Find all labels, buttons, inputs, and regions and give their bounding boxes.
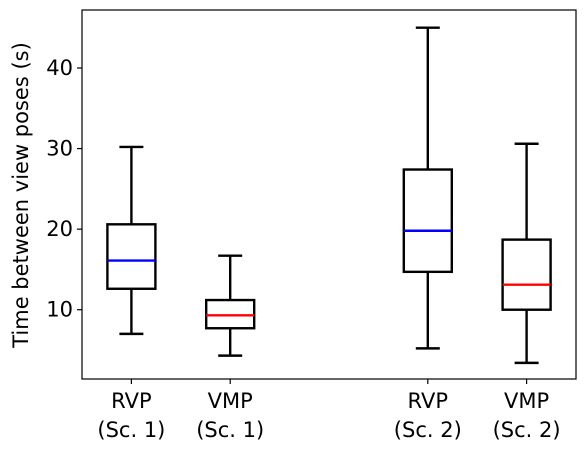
x-axis: RVP (Sc. 1) VMP (Sc. 1) RVP (Sc. 2) VMP (Sc. 2)	[97, 379, 561, 442]
x-tick-label-line1: VMP	[504, 389, 549, 413]
x-tick-label-line2: (Sc. 2)	[493, 418, 561, 442]
y-axis-label: Time between view poses (s)	[9, 42, 33, 349]
iqr-box	[402, 168, 453, 274]
plot-background	[82, 10, 576, 379]
y-tick-label: 40	[46, 56, 73, 80]
y-axis: 10 20 30 40	[46, 56, 82, 322]
x-tick-label-line1: RVP	[408, 389, 448, 413]
x-tick-label-line2: (Sc. 1)	[196, 418, 264, 442]
x-tick-label-line1: RVP	[111, 389, 151, 413]
boxes-layer	[106, 26, 552, 365]
box-1	[204, 254, 256, 357]
iqr-box	[106, 223, 157, 290]
iqr-box	[204, 298, 256, 330]
box-2	[402, 26, 453, 350]
x-tick-label-line1: VMP	[208, 389, 253, 413]
plot-frame	[81, 9, 577, 380]
x-tick-label-line2: (Sc. 2)	[394, 418, 462, 442]
y-tick-label: 30	[46, 137, 73, 161]
y-tick-label: 20	[46, 217, 73, 241]
box-3	[501, 142, 552, 365]
x-tick-label-line2: (Sc. 1)	[97, 418, 165, 442]
iqr-box	[501, 238, 552, 311]
y-tick-label: 10	[46, 298, 73, 322]
box-0	[106, 145, 157, 336]
